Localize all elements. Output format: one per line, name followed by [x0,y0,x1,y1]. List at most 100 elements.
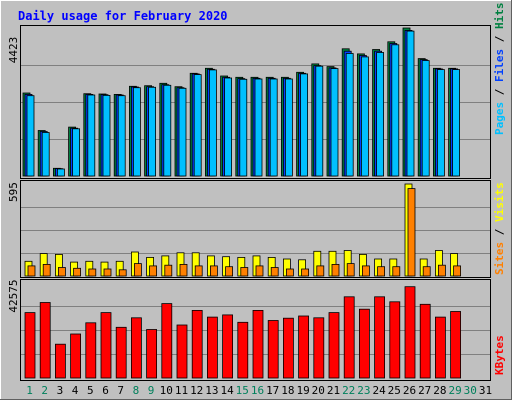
day-label-29: 29 [448,384,461,397]
legend-visits: Visits [493,182,506,222]
bar-kbytes-day-9 [146,329,158,379]
day-label-31: 31 [479,384,492,397]
bar-kbytes-day-10 [161,303,173,379]
day-label-10: 10 [160,384,173,397]
bar-kbytes-day-16 [252,309,264,379]
day-label-2: 2 [41,384,48,397]
bar-pages-day-20 [315,65,324,177]
bar-sites-day-19 [301,268,310,277]
day-label-23: 23 [357,384,370,397]
bar-kbytes-day-21 [328,312,340,379]
bar-pages-day-23 [360,56,369,177]
day-label-24: 24 [372,384,386,397]
day-label-20: 20 [312,384,325,397]
bar-sites-day-23 [361,265,370,277]
bar-sites-day-14 [225,266,234,277]
bar-sites-day-18 [285,268,294,277]
bar-kbytes-day-3 [55,343,66,379]
day-label-4: 4 [72,384,79,397]
bar-sites-day-28 [437,264,446,277]
bar-kbytes-day-26 [404,286,416,379]
bar-sites-day-11 [179,263,188,277]
bar-sites-day-1 [27,265,36,277]
bar-sites-day-9 [149,265,158,277]
bar-sites-day-29 [453,265,462,277]
bar-kbytes-day-6 [100,312,112,379]
bar-kbytes-day-2 [39,302,51,379]
legend-kbytes: KBytes [493,335,506,375]
day-label-13: 13 [205,384,218,397]
bar-kbytes-day-25 [389,301,401,379]
day-label-17: 17 [266,384,279,397]
day-label-21: 21 [327,384,340,397]
bar-pages-day-7 [117,95,126,177]
bar-pages-day-29 [452,69,461,177]
bar-kbytes-day-17 [267,320,279,379]
bar-pages-day-6 [102,95,111,177]
day-label-3: 3 [57,384,64,397]
bar-sites-day-13 [209,265,218,277]
day-label-11: 11 [175,384,188,397]
bar-pages-day-3 [57,168,65,177]
bar-pages-day-18 [284,78,293,177]
bar-sites-day-2 [42,263,51,277]
bar-kbytes-day-5 [85,322,97,379]
bar-pages-day-15 [239,78,248,177]
bar-sites-day-5 [88,268,97,277]
bar-sites-day-8 [133,263,142,277]
bar-kbytes-day-1 [24,312,36,379]
day-label-16: 16 [251,384,264,397]
bar-sites-day-21 [331,263,340,277]
bar-pages-day-12 [193,74,202,177]
panel1-max-label: 4423 [7,37,20,64]
day-label-1: 1 [26,384,33,397]
panel2-max-label: 595 [7,182,20,202]
day-label-26: 26 [403,384,416,397]
day-label-5: 5 [87,384,94,397]
bar-pages-day-14 [224,77,233,177]
day-label-28: 28 [433,384,446,397]
bar-kbytes-day-22 [343,296,355,379]
bar-sites-day-7 [118,269,127,277]
bar-kbytes-day-18 [282,317,294,379]
bar-sites-day-24 [377,266,386,277]
bar-kbytes-day-12 [191,309,203,379]
day-label-25: 25 [388,384,401,397]
bar-sites-day-3 [58,267,66,277]
bar-sites-day-27 [422,266,431,277]
legend-pages: Pages [493,102,506,135]
bar-pages-day-2 [41,132,50,177]
bar-pages-day-1 [26,95,35,177]
bar-kbytes-day-11 [176,324,188,379]
bar-sites-day-12 [194,265,203,277]
bar-kbytes-day-8 [130,317,142,379]
bar-kbytes-day-14 [222,314,234,379]
bar-sites-day-22 [346,263,355,277]
bar-pages-day-26 [406,30,415,177]
day-label-19: 19 [296,384,309,397]
bar-pages-day-8 [132,87,141,177]
bar-pages-day-16 [254,78,263,177]
bar-sites-day-17 [270,267,279,277]
bar-kbytes-day-27 [419,303,431,379]
day-label-7: 7 [117,384,124,397]
bar-pages-day-19 [300,73,309,177]
bar-pages-day-25 [391,44,400,177]
bar-sites-day-26 [407,188,416,277]
bar-pages-day-10 [163,84,172,177]
bar-sites-day-4 [73,267,81,277]
day-label-22: 22 [342,384,355,397]
day-label-27: 27 [418,384,431,397]
day-label-30: 30 [464,384,477,397]
day-label-14: 14 [220,384,234,397]
bar-sites-day-16 [255,265,264,277]
day-label-9: 9 [148,384,155,397]
bar-pages-day-4 [72,128,80,177]
bar-kbytes-day-19 [298,315,310,379]
day-label-18: 18 [281,384,294,397]
day-label-8: 8 [133,384,140,397]
day-label-6: 6 [102,384,109,397]
legend-hits-files-pages: Pages / Files / Hits [493,3,506,136]
day-label-15: 15 [236,384,249,397]
bar-sites-day-15 [240,267,249,277]
